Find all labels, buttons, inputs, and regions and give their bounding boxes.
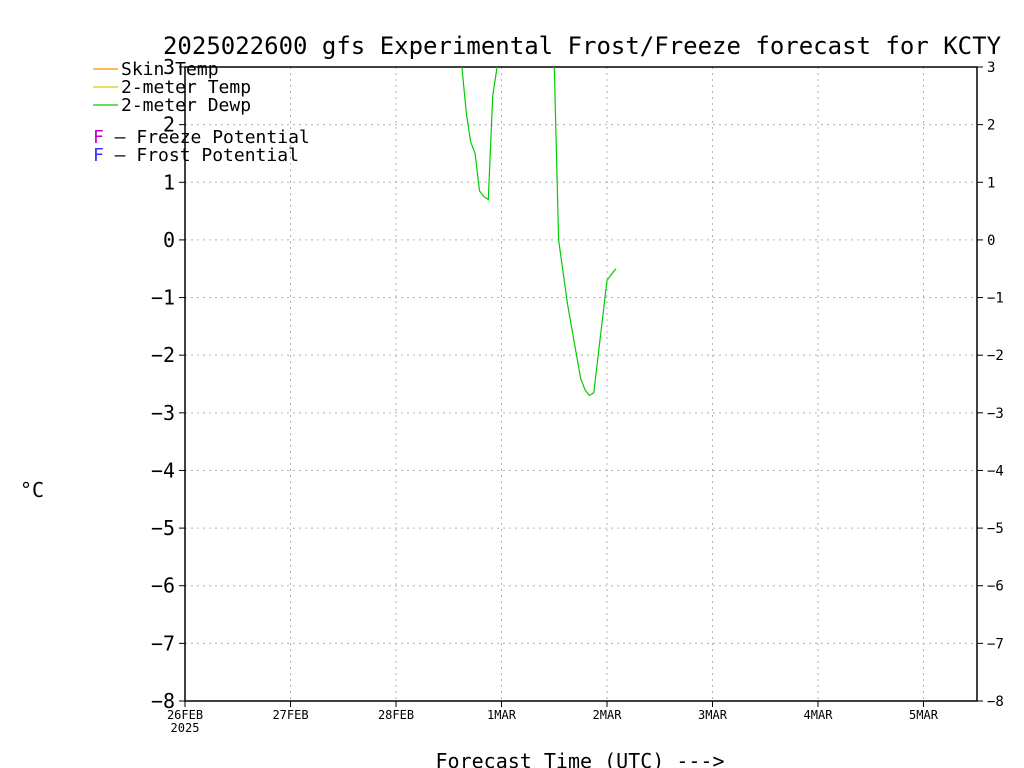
x-tick-label: 2MAR — [593, 708, 623, 722]
x-tick-label: 1MAR — [487, 708, 517, 722]
y-tick-label-left: −6 — [151, 574, 175, 598]
y-tick-label-right: −5 — [987, 521, 1004, 537]
y-tick-label-right: 0 — [987, 233, 995, 249]
x-year-label: 2025 — [171, 721, 200, 735]
y-axis-label: °C — [20, 478, 44, 502]
dewpoint-line — [461, 67, 498, 201]
x-axis: 26FEB 27FEB 28FEB 1MAR 2MAR 3MAR 4MAR 5MAR — [167, 701, 939, 722]
y-tick-label-left: 2 — [163, 113, 175, 137]
y-tick-label-left: 0 — [163, 228, 175, 252]
x-tick-label: 5MAR — [909, 708, 939, 722]
legend-label: Skin Temp — [121, 59, 219, 80]
potential-text: – Freeze Potential — [104, 127, 310, 148]
x-tick-label: 3MAR — [698, 708, 728, 722]
series-group — [461, 67, 617, 397]
y-tick-label-left: −1 — [151, 286, 175, 310]
y-tick-label-right: −7 — [987, 636, 1004, 652]
y-tick-label-right: −8 — [987, 694, 1004, 710]
potential-legend-entry: F – Freeze Potential — [93, 127, 310, 148]
y-tick-label-right: −6 — [987, 579, 1004, 595]
y-tick-label-left: −5 — [151, 516, 175, 540]
grid-lines — [185, 67, 977, 701]
y-axis-right: 3 2 1 0 −1 −2 −3 −4 −5 −6 −7 −8 — [977, 60, 1004, 710]
potential-legend-entry: F – Frost Potential — [93, 145, 299, 166]
y-tick-label-right: 2 — [987, 118, 995, 134]
y-tick-label-left: −2 — [151, 343, 175, 367]
y-tick-label-left: 3 — [163, 55, 175, 79]
plot-frame — [184, 66, 978, 702]
x-tick-label: 4MAR — [804, 708, 834, 722]
x-tick-label: 26FEB — [167, 708, 203, 722]
chart-title: 2025022600 gfs Experimental Frost/Freeze… — [163, 32, 1002, 60]
y-tick-label-left: −7 — [151, 631, 175, 655]
potential-letter: F — [93, 127, 104, 148]
x-axis-label: Forecast Time (UTC) ---> — [436, 749, 725, 768]
dewpoint-line — [553, 67, 617, 397]
potential-letter: F — [93, 145, 104, 166]
potential-text: – Frost Potential — [104, 145, 299, 166]
y-tick-label-left: −3 — [151, 401, 175, 425]
y-tick-label-left: −8 — [151, 689, 175, 713]
x-tick-label: 28FEB — [378, 708, 414, 722]
x-tick-label: 27FEB — [272, 708, 308, 722]
y-tick-label-left: 1 — [163, 170, 175, 194]
y-tick-label-left: −4 — [151, 458, 175, 482]
y-tick-label-right: 3 — [987, 60, 995, 76]
y-tick-label-right: −3 — [987, 406, 1004, 422]
y-tick-label-right: 1 — [987, 175, 995, 191]
y-tick-label-right: −4 — [987, 463, 1004, 479]
y-tick-label-right: −1 — [987, 291, 1004, 307]
legend-label: 2-meter Temp — [121, 77, 251, 98]
y-axis-left: 3 2 1 0 −1 −2 −3 −4 −5 −6 −7 −8 — [151, 55, 185, 713]
legend-label: 2-meter Dewp — [121, 95, 251, 116]
y-tick-label-right: −2 — [987, 348, 1004, 364]
